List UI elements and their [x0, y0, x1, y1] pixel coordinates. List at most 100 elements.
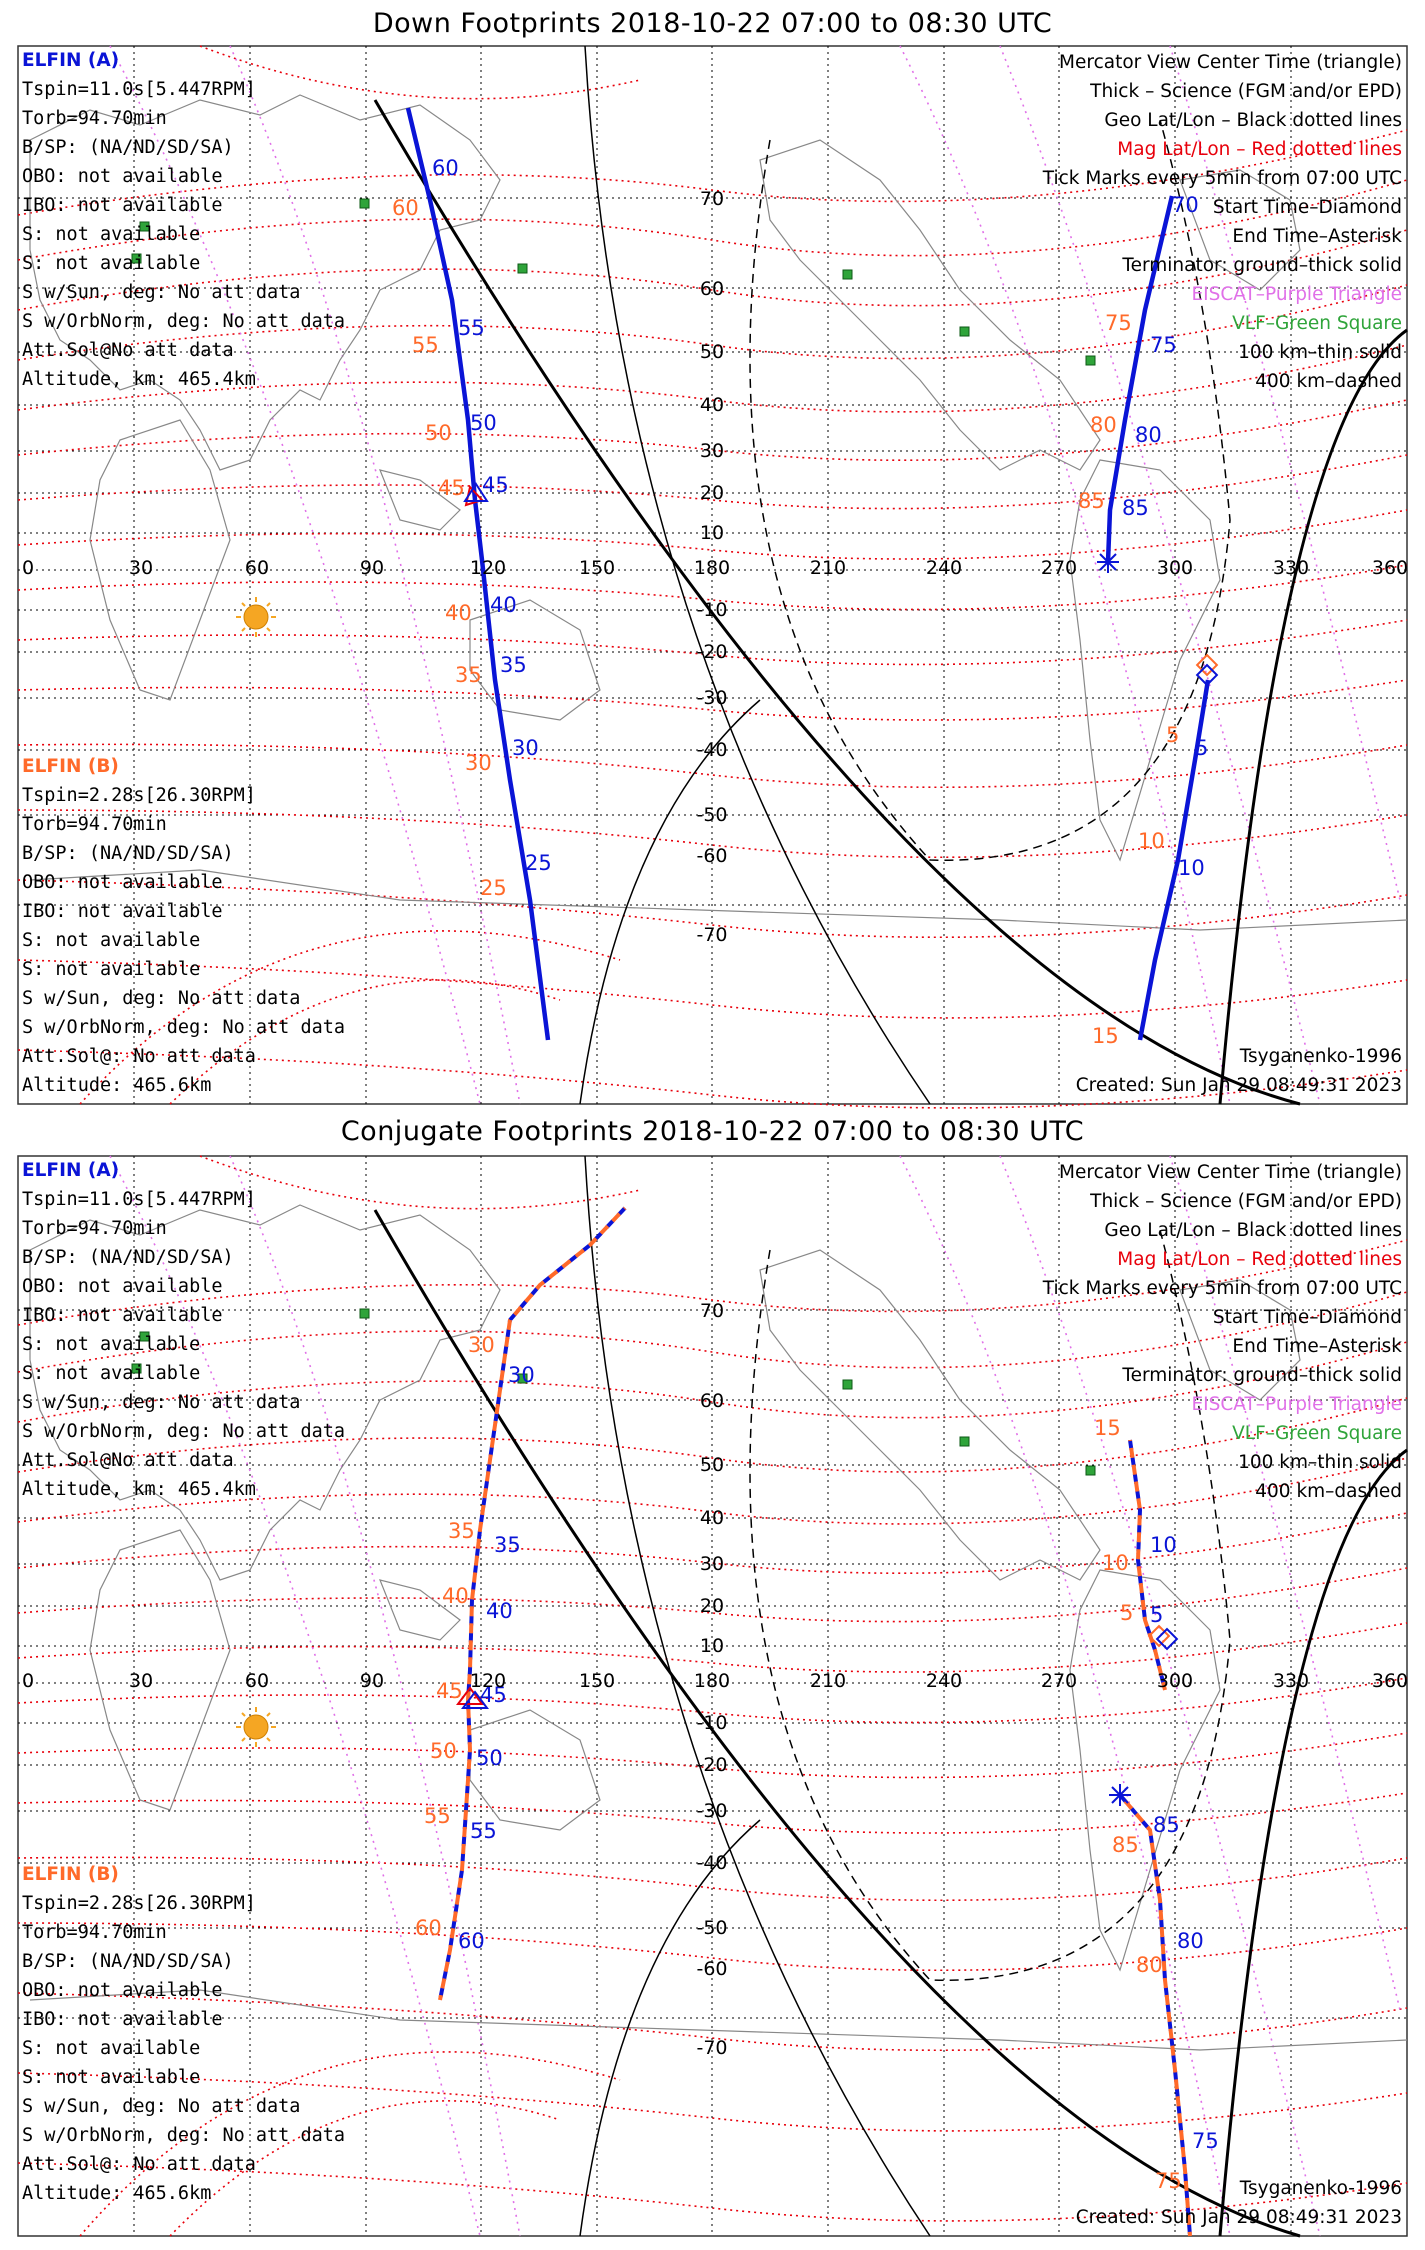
- info-line: S: not available: [22, 1334, 200, 1355]
- info-line: Att.Sol@: No att data: [22, 2154, 256, 2175]
- track-label: 55: [470, 1819, 497, 1843]
- legend-entry: Mercator View Center Time (triangle): [1059, 1162, 1402, 1183]
- terminator-lines: [373, 1155, 1408, 2238]
- track-label: 25: [525, 851, 552, 875]
- info-line: Torb=94.70min: [22, 108, 167, 129]
- lat-tick: -30: [696, 687, 727, 709]
- track-mag-label: 55: [412, 333, 439, 357]
- lon-tick: 210: [810, 1670, 846, 1692]
- start-time-diamond: [1195, 653, 1219, 687]
- lon-tick: 180: [694, 557, 730, 579]
- track-mag-label: 30: [468, 1333, 495, 1357]
- track-label: 40: [486, 1599, 513, 1623]
- lon-tick: 120: [470, 557, 506, 579]
- elfin-b-info: ELFIN (B) Tspin=2.28s[26.30RPM] Torb=94.…: [22, 1864, 345, 2204]
- lon-tick: 240: [926, 1670, 962, 1692]
- lat-tick: 40: [700, 1507, 724, 1529]
- track-label: 70: [1172, 193, 1199, 217]
- elfin-a-conjugate-track: [438, 1206, 627, 2001]
- info-line: S w/Sun, deg: No att data: [22, 1392, 300, 1413]
- lon-tick-labels: 0 30 60 90 120 150 180 210 240 270 300 3…: [22, 1670, 1408, 1692]
- vlf-station: [131, 1363, 142, 1374]
- elfin-a-info: ELFIN (A) Tspin=11.0s[5.447RPM] Torb=94.…: [22, 50, 345, 390]
- track-label: 10: [1178, 856, 1205, 880]
- elfin-b-track-labels: 70 75 80 85 5 10: [1122, 193, 1208, 880]
- elfin-b-info: ELFIN (B) Tspin=2.28s[26.30RPM] Torb=94.…: [22, 756, 345, 1096]
- track-mag-label: 40: [442, 1584, 469, 1608]
- info-line: Altitude, km: 465.4km: [22, 1479, 256, 1500]
- vlf-station: [131, 253, 142, 264]
- track-label: 60: [432, 156, 459, 180]
- start-time-diamond: [1147, 1624, 1179, 1651]
- track-mag-label: 60: [415, 1916, 442, 1940]
- lat-tick: -30: [696, 1800, 727, 1822]
- info-line: S: not available: [22, 224, 200, 245]
- track-mag-label: 45: [436, 1679, 463, 1703]
- legend-entry: Thick – Science (FGM and/or EPD): [1089, 81, 1402, 102]
- info-line: Att.Sol@: No att data: [22, 1046, 256, 1067]
- info-line: S w/OrbNorm, deg: No att data: [22, 1017, 345, 1038]
- vlf-station: [959, 326, 970, 337]
- lon-tick: 90: [360, 557, 384, 579]
- model-label: Tsyganenko-1996: [1239, 1046, 1402, 1067]
- terminator-lines: [373, 45, 1408, 1106]
- track-label: 30: [508, 1363, 535, 1387]
- track-label: 45: [482, 473, 509, 497]
- info-line: S w/OrbNorm, deg: No att data: [22, 311, 345, 332]
- track-mag-label: 80: [1090, 413, 1117, 437]
- track-label: 80: [1135, 423, 1162, 447]
- elfin-a-info: ELFIN (A) Tspin=11.0s[5.447RPM] Torb=94.…: [22, 1160, 345, 1500]
- lat-tick: 10: [700, 1635, 724, 1657]
- vlf-stations: [131, 198, 1096, 366]
- track-label: 5: [1195, 736, 1208, 760]
- info-line: S w/Sun, deg: No att data: [22, 988, 300, 1009]
- elfin-a-header: ELFIN (A): [22, 1160, 119, 1181]
- legend-entry: Tick Marks every 5min from 07:00 UTC: [1042, 168, 1402, 189]
- elfin-a-mag-labels: 60 55 50 45 40 35 30 25: [392, 196, 507, 900]
- track-label: 60: [458, 1929, 485, 1953]
- vlf-station: [1085, 355, 1096, 366]
- track-mag-label: 15: [1092, 1024, 1119, 1048]
- track-mag-label: 35: [455, 663, 482, 687]
- lat-tick: -70: [696, 2037, 727, 2059]
- lat-tick: -60: [696, 1958, 727, 1980]
- mag-grid: [17, 1155, 1408, 2237]
- elfin-b-conjugate-track: [1118, 1439, 1192, 2237]
- info-line: B/SP: (NA/ND/SD/SA): [22, 1247, 234, 1268]
- legend-entry: Terminator: ground–thick solid: [1121, 255, 1402, 276]
- panel-title: Conjugate Footprints 2018-10-22 07:00 to…: [340, 1116, 1085, 1147]
- track-label: 85: [1122, 496, 1149, 520]
- lon-tick: 300: [1157, 557, 1193, 579]
- center-time-triangle-a: [461, 1690, 489, 1709]
- vlf-station: [842, 1379, 853, 1390]
- lat-tick: -10: [696, 1712, 727, 1734]
- track-label: 35: [500, 653, 527, 677]
- elfin-a-track-labels: 60 55 50 45 40 35 30 25: [432, 156, 552, 875]
- lat-tick: 20: [700, 1595, 724, 1617]
- eiscat-lines: [109, 1155, 1401, 2237]
- legend-entry: 100 km–thin solid: [1238, 342, 1402, 363]
- track-mag-label: 50: [430, 1739, 457, 1763]
- info-line: B/SP: (NA/ND/SD/SA): [22, 843, 234, 864]
- info-line: Att.Sol@No att data: [22, 340, 234, 361]
- track-mag-label: 55: [424, 1804, 451, 1828]
- legend-entry: Geo Lat/Lon – Black dotted lines: [1104, 110, 1402, 131]
- vlf-station: [359, 198, 370, 209]
- info-line: IBO: not available: [22, 901, 222, 922]
- lat-tick: -50: [696, 1917, 727, 1939]
- track-mag-label: 30: [465, 751, 492, 775]
- lat-tick: 60: [700, 1390, 724, 1412]
- sun-marker: [236, 1707, 276, 1747]
- legend-entry: Mag Lat/Lon – Red dotted lines: [1117, 139, 1402, 160]
- lon-tick: 0: [22, 1670, 34, 1692]
- lat-tick: 30: [700, 440, 724, 462]
- track-mag-label: 5: [1166, 723, 1179, 747]
- geo-grid: [18, 46, 1407, 1104]
- conjugate-footprints-map: 30 35 40 45 50 55 60 30 35 40 45 50 55 6…: [17, 1155, 1408, 2238]
- info-line: IBO: not available: [22, 2009, 222, 2030]
- legend-entry: Start Time–Diamond: [1213, 197, 1402, 218]
- lat-tick: 30: [700, 1553, 724, 1575]
- lat-tick: 60: [700, 278, 724, 300]
- lat-tick: 50: [700, 1454, 724, 1476]
- track-label: 75: [1150, 333, 1177, 357]
